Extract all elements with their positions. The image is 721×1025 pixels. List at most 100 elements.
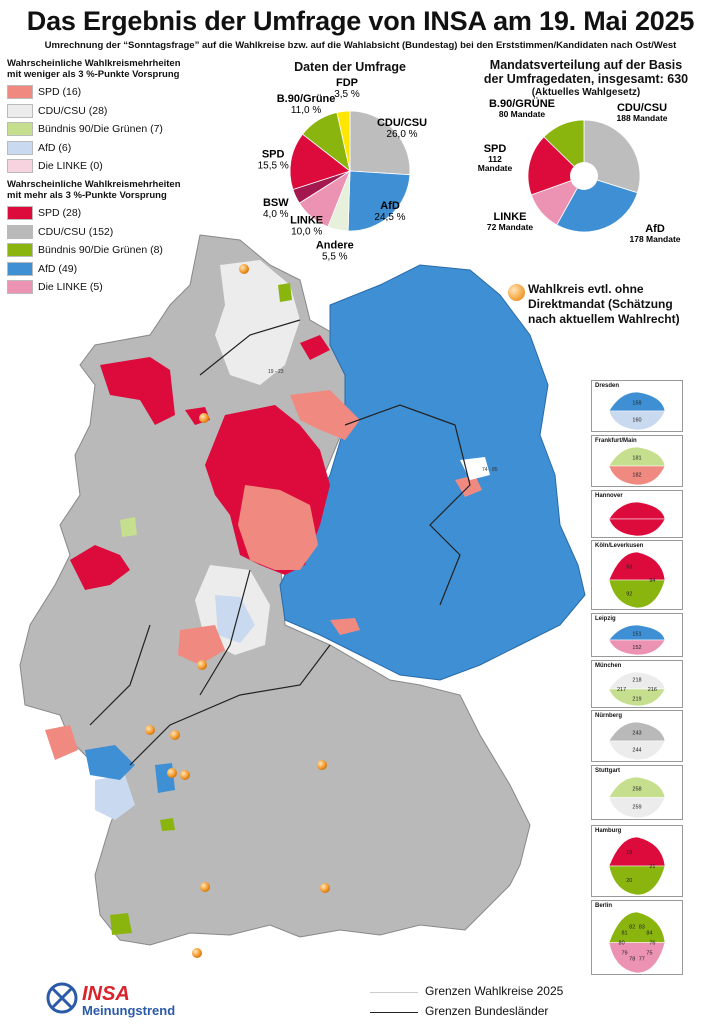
legend-label: CDU/CSU (152) <box>38 225 114 238</box>
seat-label-value: 72 Mandate <box>487 222 534 232</box>
city-inset-district-label: 181 <box>632 455 641 461</box>
map-marker-orange <box>200 882 210 892</box>
seat-label-name: LINKE <box>494 211 527 223</box>
city-inset-district <box>608 446 666 467</box>
legend-label: Die LINKE (0) <box>38 160 103 173</box>
map-spd-weak-erfurt <box>330 618 360 635</box>
survey-label-value: 11,0 % <box>291 105 321 116</box>
city-inset-district-label: 21 <box>649 864 655 870</box>
map-gruene-strong-stuttgart <box>160 818 175 831</box>
city-inset-name: Nürnberg <box>595 713 622 719</box>
legend-item: SPD (16) <box>7 83 181 102</box>
survey-label-name: AfD <box>380 200 400 212</box>
city-inset-district-label: 83 <box>639 925 645 931</box>
city-inset-district-label: 243 <box>632 730 641 736</box>
pie-slice-spd <box>289 133 351 191</box>
city-inset-map: 216 219 217 218 <box>608 671 666 707</box>
legend-item: AfD (49) <box>7 260 181 279</box>
legend-label: SPD (28) <box>38 207 82 220</box>
city-inset-district-label: 217 <box>617 687 626 693</box>
survey-label-value: 3,5 % <box>334 89 360 100</box>
seat-pie-hole <box>570 162 598 190</box>
city-inset-district <box>608 579 666 609</box>
logo-brand: INSA <box>82 983 130 1005</box>
seat-label-value: 80 Mandate <box>499 109 546 119</box>
pie-slice-fdp <box>336 110 351 172</box>
city-inset-name: Dresden <box>595 383 620 389</box>
legend-swatch <box>7 280 33 295</box>
legend-item: Bündnis 90/Die Grünen (8) <box>7 241 181 260</box>
germany-map: 74 - 85 19 - 23 <box>19 234 586 958</box>
city-inset-k-ln-leverkusen: Köln/Leverkusen 94 92 93 <box>591 540 683 610</box>
legend-label: SPD (16) <box>38 86 82 99</box>
city-inset-district-label: 19 <box>626 850 632 856</box>
state-boundary-label: Grenzen Bundesländer <box>425 1004 549 1018</box>
city-inset-district <box>608 776 666 798</box>
city-inset-district-label: 159 <box>632 400 641 406</box>
logo-sub: Meinungstrend <box>82 1003 175 1018</box>
legend-swatch <box>7 224 33 239</box>
city-inset-district-label: 244 <box>632 748 641 754</box>
legend-label: Bündnis 90/Die Grünen (8) <box>38 244 163 257</box>
seat-label-value: 112 <box>488 154 502 164</box>
map-marker-orange <box>239 264 249 274</box>
map-marker-orange <box>145 725 155 735</box>
city-inset-district-label: 219 <box>632 696 641 702</box>
map-marker-orange <box>199 413 209 423</box>
legend-item: Die LINKE (5) <box>7 278 181 297</box>
legend-label: CDU/CSU (28) <box>38 104 108 117</box>
city-inset-district <box>608 740 666 761</box>
city-inset-district-label: 218 <box>632 678 641 684</box>
legend-swatch <box>7 85 33 100</box>
map-state-borders <box>89 319 471 766</box>
seat-label-name: AfD <box>645 223 665 235</box>
map-gruene-strong-sw <box>110 913 132 935</box>
pie-slice-cdu-csu <box>583 119 641 194</box>
city-inset-district <box>608 391 666 412</box>
map-marker-orange <box>180 770 190 780</box>
map-spd-kiel <box>300 335 330 360</box>
map-label-berlin: 74 - 85 <box>482 467 498 473</box>
city-inset-map: 258 259 <box>608 776 666 819</box>
orange-marker-icon <box>508 284 525 301</box>
legend-label: AfD (6) <box>38 141 72 154</box>
city-inset-frankfurt-main: Frankfurt/Main 181 182 <box>591 435 683 487</box>
city-inset-district <box>608 518 666 537</box>
city-inset-district-label: 80 <box>619 941 625 947</box>
map-marker-orange <box>192 948 202 958</box>
city-inset-district-label: 93 <box>626 565 632 571</box>
city-inset-name: Frankfurt/Main <box>595 438 637 444</box>
survey-label-name: CDU/CSU <box>377 117 427 129</box>
city-inset-district-label: 78 <box>629 956 635 962</box>
city-inset-name: Hannover <box>595 493 623 499</box>
city-inset-district <box>608 911 666 943</box>
city-inset-district-label: 160 <box>632 418 641 424</box>
seat-label-name: B.90/GRÜNE <box>489 97 555 110</box>
map-marker-orange <box>170 730 180 740</box>
pie-slice-b-90-gr-ne <box>543 119 585 177</box>
map-afd-weak-southwest <box>95 775 135 820</box>
legend-item: Die LINKE (0) <box>7 157 181 176</box>
map-spd-weak-central <box>238 485 318 570</box>
wahlkreis-boundary-swatch <box>370 992 418 993</box>
insa-logo: INSA Meinungstrend <box>46 980 226 1025</box>
survey-label-name: Andere <box>316 239 354 251</box>
city-inset-map: 151 152 <box>608 624 666 656</box>
survey-label-value: 5,5 % <box>322 251 348 262</box>
pie-slice-spd <box>527 136 585 196</box>
city-inset-district-label: 82 <box>629 925 635 931</box>
survey-label-value: 15,5 % <box>258 161 289 172</box>
survey-label-name: SPD <box>262 149 285 161</box>
seat-label-name: CDU/CSU <box>617 102 667 114</box>
legend-swatch <box>7 103 33 118</box>
page-subtitle: Umrechnung der “Sonntagsfrage” auf die W… <box>44 40 677 51</box>
pie-slice-cdu-csu <box>349 110 411 176</box>
orange-marker-note: Wahlkreis evtl. ohne Direktmandat (Schät… <box>528 282 680 326</box>
legend-swatch <box>7 206 33 221</box>
map-spd-weak-pfalz <box>45 725 78 760</box>
city-inset-name: Berlin <box>595 903 613 909</box>
map-marker-orange <box>197 660 207 670</box>
city-inset-hamburg: Hamburg 21 20 19 <box>591 825 683 897</box>
city-inset-district-label: 259 <box>632 805 641 811</box>
map-marker-orange <box>317 760 327 770</box>
